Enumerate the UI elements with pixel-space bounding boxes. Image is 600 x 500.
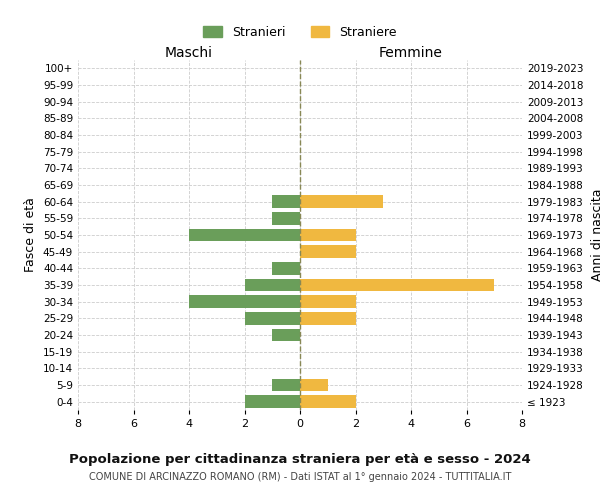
Bar (189, 228, 300, 241)
Bar (272, 378, 300, 391)
Bar (300, 196, 383, 208)
Text: COMUNE DI ARCINAZZO ROMANO (RM) - Dati ISTAT al 1° gennaio 2024 - TUTTITALIA.IT: COMUNE DI ARCINAZZO ROMANO (RM) - Dati I… (89, 472, 511, 482)
Bar (272, 196, 300, 208)
Bar (245, 396, 300, 408)
Bar (300, 246, 355, 258)
Bar (300, 312, 355, 324)
Legend: Stranieri, Straniere: Stranieri, Straniere (198, 20, 402, 44)
Bar (245, 278, 300, 291)
Bar (300, 378, 328, 391)
Y-axis label: Fasce di età: Fasce di età (25, 198, 37, 272)
Bar (300, 278, 494, 291)
Bar (300, 228, 355, 241)
Bar (272, 262, 300, 274)
Y-axis label: Anni di nascita: Anni di nascita (590, 188, 600, 281)
Bar (300, 396, 355, 408)
Bar (245, 312, 300, 324)
Text: Femmine: Femmine (379, 46, 443, 60)
Text: Maschi: Maschi (165, 46, 213, 60)
Bar (189, 296, 300, 308)
Text: Popolazione per cittadinanza straniera per età e sesso - 2024: Popolazione per cittadinanza straniera p… (69, 452, 531, 466)
Bar (300, 296, 355, 308)
Bar (272, 212, 300, 224)
Bar (272, 328, 300, 341)
